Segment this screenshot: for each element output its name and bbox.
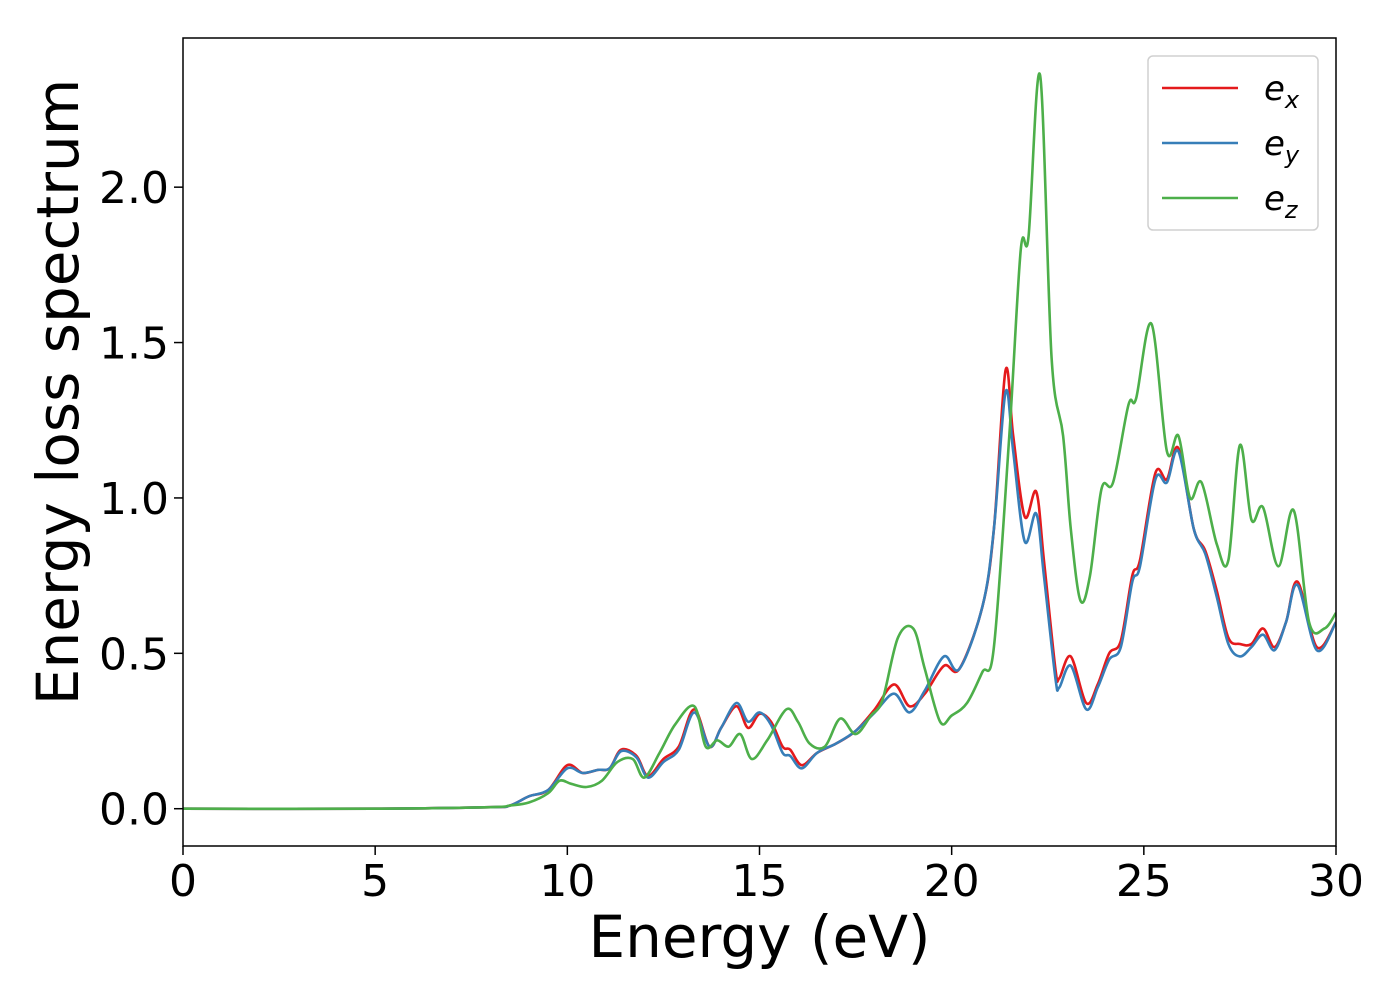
x-axis-label: Energy (eV) — [588, 903, 930, 971]
series-layer — [183, 72, 1336, 811]
y-tick-label: 0.0 — [99, 785, 169, 836]
x-tick-label: 30 — [1308, 856, 1364, 907]
x-tick-label: 5 — [361, 856, 389, 907]
legend-label-ex: ex — [1264, 69, 1300, 114]
ticks-layer: 0 5 10 15 20 25 30 0.0 0.5 1.0 1.5 2.0 — [99, 163, 1364, 907]
y-tick-label: 1.5 — [99, 319, 169, 370]
x-tick-label: 25 — [1116, 856, 1172, 907]
series-line-ex — [183, 366, 1336, 811]
x-tick-label: 0 — [169, 856, 197, 907]
series-line-ey — [183, 388, 1336, 811]
y-tick-label: 0.5 — [99, 629, 169, 680]
y-axis-label: Energy loss spectrum — [24, 79, 92, 705]
series-line-ez — [183, 72, 1336, 811]
y-tick-label: 1.0 — [99, 474, 169, 525]
legend-label-ey: ey — [1264, 124, 1300, 169]
x-tick-label: 10 — [539, 856, 595, 907]
y-tick-label: 2.0 — [99, 163, 169, 214]
x-tick-label: 20 — [924, 856, 980, 907]
x-tick-label: 15 — [732, 856, 788, 907]
